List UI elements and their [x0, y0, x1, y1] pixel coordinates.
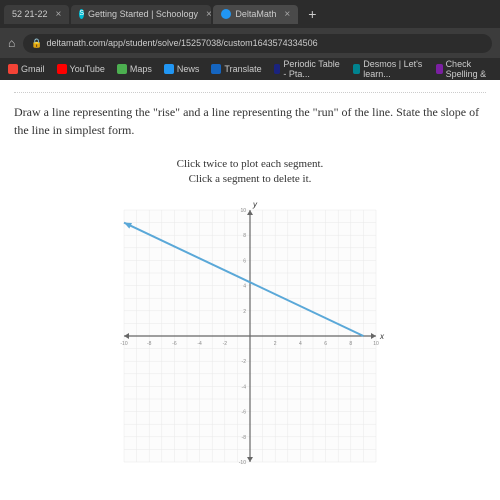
schoology-icon: S [79, 9, 84, 19]
bookmark-maps[interactable]: Maps [117, 64, 152, 74]
content-area: Draw a line representing the "rise" and … [0, 80, 500, 500]
svg-text:4: 4 [299, 341, 302, 347]
svg-text:8: 8 [243, 233, 246, 239]
spelling-icon [436, 64, 443, 74]
instruction-line-2: Click a segment to delete it. [14, 172, 486, 187]
svg-text:4: 4 [243, 283, 246, 289]
svg-text:2: 2 [274, 341, 277, 347]
bookmark-gmail[interactable]: Gmail [8, 64, 45, 74]
news-icon [164, 64, 174, 74]
bookmark-periodic[interactable]: Periodic Table - Pta... [274, 59, 342, 79]
svg-text:10: 10 [373, 341, 379, 347]
graph-instructions: Click twice to plot each segment. Click … [14, 157, 486, 188]
svg-text:6: 6 [243, 258, 246, 264]
desmos-icon [353, 64, 360, 74]
tab-label: 52 21-22 [12, 9, 48, 19]
svg-text:-6: -6 [172, 341, 177, 347]
svg-text:-2: -2 [223, 341, 228, 347]
bookmark-spelling[interactable]: Check Spelling & [436, 59, 492, 79]
svg-text:x: x [379, 332, 385, 341]
tab-2[interactable]: S Getting Started | Schoology × [71, 5, 211, 24]
svg-text:-10: -10 [239, 460, 246, 466]
bookmark-youtube[interactable]: YouTube [57, 64, 105, 74]
bookmark-news[interactable]: News [164, 64, 200, 74]
svg-text:y: y [252, 200, 258, 209]
translate-icon [211, 64, 221, 74]
tab-label: Getting Started | Schoology [88, 9, 198, 19]
svg-text:2: 2 [243, 309, 246, 315]
url-bar: ⌂ 🔒 deltamath.com/app/student/solve/1525… [0, 28, 500, 58]
svg-text:-2: -2 [242, 359, 247, 365]
deltamath-icon [221, 9, 231, 19]
svg-text:-10: -10 [120, 341, 127, 347]
bookmark-translate[interactable]: Translate [211, 64, 261, 74]
close-icon[interactable]: × [56, 9, 62, 20]
svg-text:-4: -4 [197, 341, 202, 347]
svg-text:6: 6 [324, 341, 327, 347]
youtube-icon [57, 64, 67, 74]
tab-3[interactable]: DeltaMath × [213, 5, 298, 24]
home-icon[interactable]: ⌂ [8, 36, 15, 50]
lock-icon: 🔒 [31, 38, 42, 49]
gmail-icon [8, 64, 18, 74]
svg-text:-4: -4 [242, 384, 247, 390]
tab-label: DeltaMath [235, 9, 276, 19]
bookmark-desmos[interactable]: Desmos | Let's learn... [353, 59, 423, 79]
bookmarks-bar: Gmail YouTube Maps News Translate Period… [0, 58, 500, 80]
divider [14, 92, 486, 93]
instruction-line-1: Click twice to plot each segment. [14, 157, 486, 172]
close-icon[interactable]: × [284, 9, 290, 20]
svg-text:10: 10 [240, 208, 246, 214]
tab-1[interactable]: 52 21-22 × [4, 5, 69, 24]
svg-text:8: 8 [349, 341, 352, 347]
periodic-icon [274, 64, 281, 74]
coordinate-graph[interactable]: -10-8-6-4-2246810-10-8-6-4-2246810xy [110, 196, 390, 476]
url-text: deltamath.com/app/student/solve/15257038… [46, 38, 317, 48]
tab-bar: 52 21-22 × S Getting Started | Schoology… [0, 0, 500, 28]
new-tab-button[interactable]: + [300, 6, 324, 22]
question-prompt: Draw a line representing the "rise" and … [14, 103, 486, 139]
close-icon[interactable]: × [206, 9, 211, 20]
svg-text:-8: -8 [147, 341, 152, 347]
maps-icon [117, 64, 127, 74]
url-field[interactable]: 🔒 deltamath.com/app/student/solve/152570… [23, 34, 492, 53]
svg-text:-6: -6 [242, 409, 247, 415]
svg-text:-8: -8 [242, 435, 247, 441]
